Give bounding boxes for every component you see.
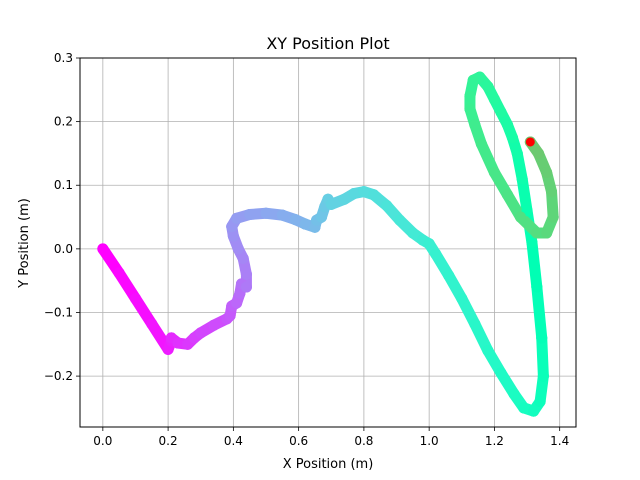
trajectory-point	[129, 292, 141, 304]
trajectory-point	[338, 193, 350, 205]
trajectory-point	[482, 345, 494, 357]
y-tick-label: 0.2	[54, 115, 73, 129]
trajectory-point	[195, 327, 207, 339]
trajectory-point	[443, 270, 455, 282]
trajectory-point	[244, 209, 256, 221]
trajectory-point	[515, 211, 527, 223]
trajectory-point	[358, 186, 370, 198]
trajectory-point	[231, 212, 243, 224]
trajectory-point	[227, 230, 239, 242]
trajectory-point	[240, 268, 252, 280]
trajectory-point	[488, 167, 500, 179]
trajectory-point	[289, 214, 301, 226]
trajectory-point	[531, 227, 543, 239]
trajectory-point	[407, 227, 419, 239]
trajectory-point	[528, 405, 540, 417]
trajectory-point	[97, 243, 109, 255]
trajectory-point	[348, 188, 360, 200]
trajectory-point	[237, 252, 249, 264]
trajectory-point	[501, 119, 513, 131]
x-axis-label: X Position (m)	[283, 457, 374, 472]
trajectory-point	[467, 74, 479, 86]
trajectory-point	[430, 248, 442, 260]
trajectory-path	[97, 71, 559, 417]
trajectory-point	[501, 189, 513, 201]
trajectory-point	[531, 281, 543, 293]
trajectory-point	[315, 211, 327, 223]
x-tick-label: 1.4	[550, 434, 569, 448]
trajectory-point	[488, 93, 500, 105]
trajectory-point	[146, 318, 158, 330]
trajectory-point	[240, 281, 252, 293]
trajectory-point	[368, 189, 380, 201]
trajectory-point	[495, 367, 507, 379]
y-tick-label: 0.3	[54, 51, 73, 65]
trajectory-point	[534, 396, 546, 408]
trajectory-point	[482, 81, 494, 93]
end-marker-layer	[525, 137, 535, 147]
trajectory-point	[547, 211, 559, 223]
trajectory-point	[113, 267, 125, 279]
y-tick-label: −0.1	[44, 305, 73, 319]
trajectory-segment	[526, 237, 543, 293]
trajectory-point	[508, 388, 520, 400]
trajectory-point	[456, 292, 468, 304]
x-tick-label: 0.8	[354, 434, 373, 448]
trajectory-point	[172, 337, 184, 349]
trajectory-segment	[531, 281, 548, 344]
x-tick-label: 0.4	[224, 434, 243, 448]
y-tick-label: 0.1	[54, 178, 73, 192]
x-tick-label: 1.2	[485, 434, 504, 448]
y-axis-ticks: −0.2 −0.1 0.0 0.1 0.2 0.3	[44, 51, 80, 383]
plot-frame	[79, 57, 577, 428]
trajectory-point	[495, 106, 507, 118]
y-tick-label: −0.2	[44, 369, 73, 383]
trajectory-point	[526, 237, 538, 248]
trajectory-point	[276, 209, 288, 221]
y-tick-label: 0.0	[54, 242, 73, 256]
trajectory-point	[208, 319, 220, 331]
x-tick-label: 0.0	[93, 434, 112, 448]
trajectory-segment	[536, 332, 549, 382]
trajectory-point	[506, 132, 518, 144]
trajectory-point	[381, 200, 393, 212]
trajectory-point	[511, 147, 523, 159]
trajectory-point	[464, 103, 476, 115]
trajectory-point	[516, 173, 528, 185]
trajectory-point	[325, 198, 337, 210]
trajectory-point	[469, 119, 481, 131]
trajectory-point	[232, 243, 244, 255]
trajectory-point	[532, 147, 544, 159]
x-tick-label: 0.6	[289, 434, 308, 448]
trajectory-point	[475, 138, 487, 150]
trajectory-point	[423, 238, 435, 250]
y-axis-label: Y Position (m)	[17, 198, 32, 289]
trajectory-point	[546, 186, 558, 198]
trajectory-point	[541, 227, 553, 239]
trajectory-point	[260, 207, 272, 219]
trajectory-point	[464, 90, 476, 102]
trajectory-point	[226, 221, 238, 233]
trajectory-point	[518, 402, 530, 414]
x-tick-label: 0.2	[159, 434, 178, 448]
trajectory-point	[541, 167, 553, 179]
trajectory-point	[299, 218, 311, 230]
x-tick-label: 1.0	[420, 434, 439, 448]
trajectory-point	[537, 370, 549, 382]
x-axis-ticks: 0.0 0.2 0.4 0.6 0.8 1.0 1.2 1.4	[93, 427, 569, 448]
chart-title: XY Position Plot	[266, 34, 389, 53]
trajectory-point	[231, 297, 243, 309]
trajectory-point	[162, 343, 174, 355]
trajectory-point	[224, 310, 236, 322]
trajectory-point	[536, 332, 548, 344]
trajectory-point	[394, 214, 406, 226]
trajectory-point	[469, 318, 481, 330]
end-position-marker	[525, 137, 535, 147]
